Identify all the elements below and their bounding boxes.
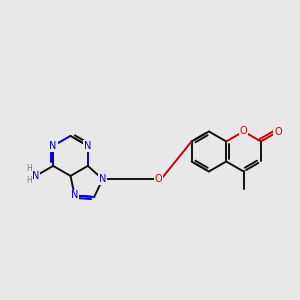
Text: N: N — [99, 174, 106, 184]
Text: O: O — [154, 174, 162, 184]
Text: N: N — [84, 141, 92, 151]
Text: O: O — [154, 174, 162, 184]
Text: N: N — [71, 190, 78, 200]
Text: N: N — [32, 171, 39, 181]
Text: H: H — [26, 176, 32, 185]
Text: N: N — [50, 141, 57, 151]
Text: O: O — [240, 126, 248, 136]
Text: O: O — [274, 127, 282, 136]
Text: H: H — [26, 164, 32, 173]
